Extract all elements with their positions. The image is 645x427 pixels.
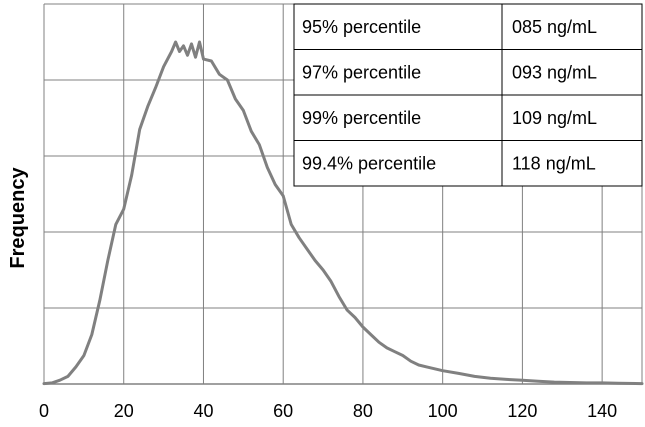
series-line-0 <box>42 40 644 386</box>
x-tick-label-4: 80 <box>353 401 373 421</box>
x-tick-label-0: 0 <box>39 401 49 421</box>
x-tick-label-5: 100 <box>428 401 458 421</box>
percentile-table: 95% percentile 085 ng/mL 97% percentile 093… <box>293 3 643 187</box>
table-value-2: 109 ng/mL <box>512 108 597 128</box>
table-value-3: 118 ng/mL <box>512 153 596 173</box>
table-label-0: 95% percentile <box>302 17 421 37</box>
x-tick-label-1: 20 <box>114 401 134 421</box>
x-tick-label-6: 120 <box>507 401 537 421</box>
x-tick-label-2: 40 <box>193 401 213 421</box>
table-label-2: 99% percentile <box>302 108 421 128</box>
table-label-1: 97% percentile <box>302 62 421 82</box>
table-value-0: 085 ng/mL <box>512 17 597 37</box>
x-tick-label-7: 140 <box>587 401 617 421</box>
x-tick-labels: 0 20 40 60 80 100 120 140 <box>39 401 617 421</box>
y-axis-label: Frequency <box>7 167 29 269</box>
series-layer <box>42 40 644 386</box>
table-label-3: 99.4% percentile <box>302 153 436 173</box>
x-tick-label-3: 60 <box>273 401 293 421</box>
table-value-1: 093 ng/mL <box>512 62 597 82</box>
